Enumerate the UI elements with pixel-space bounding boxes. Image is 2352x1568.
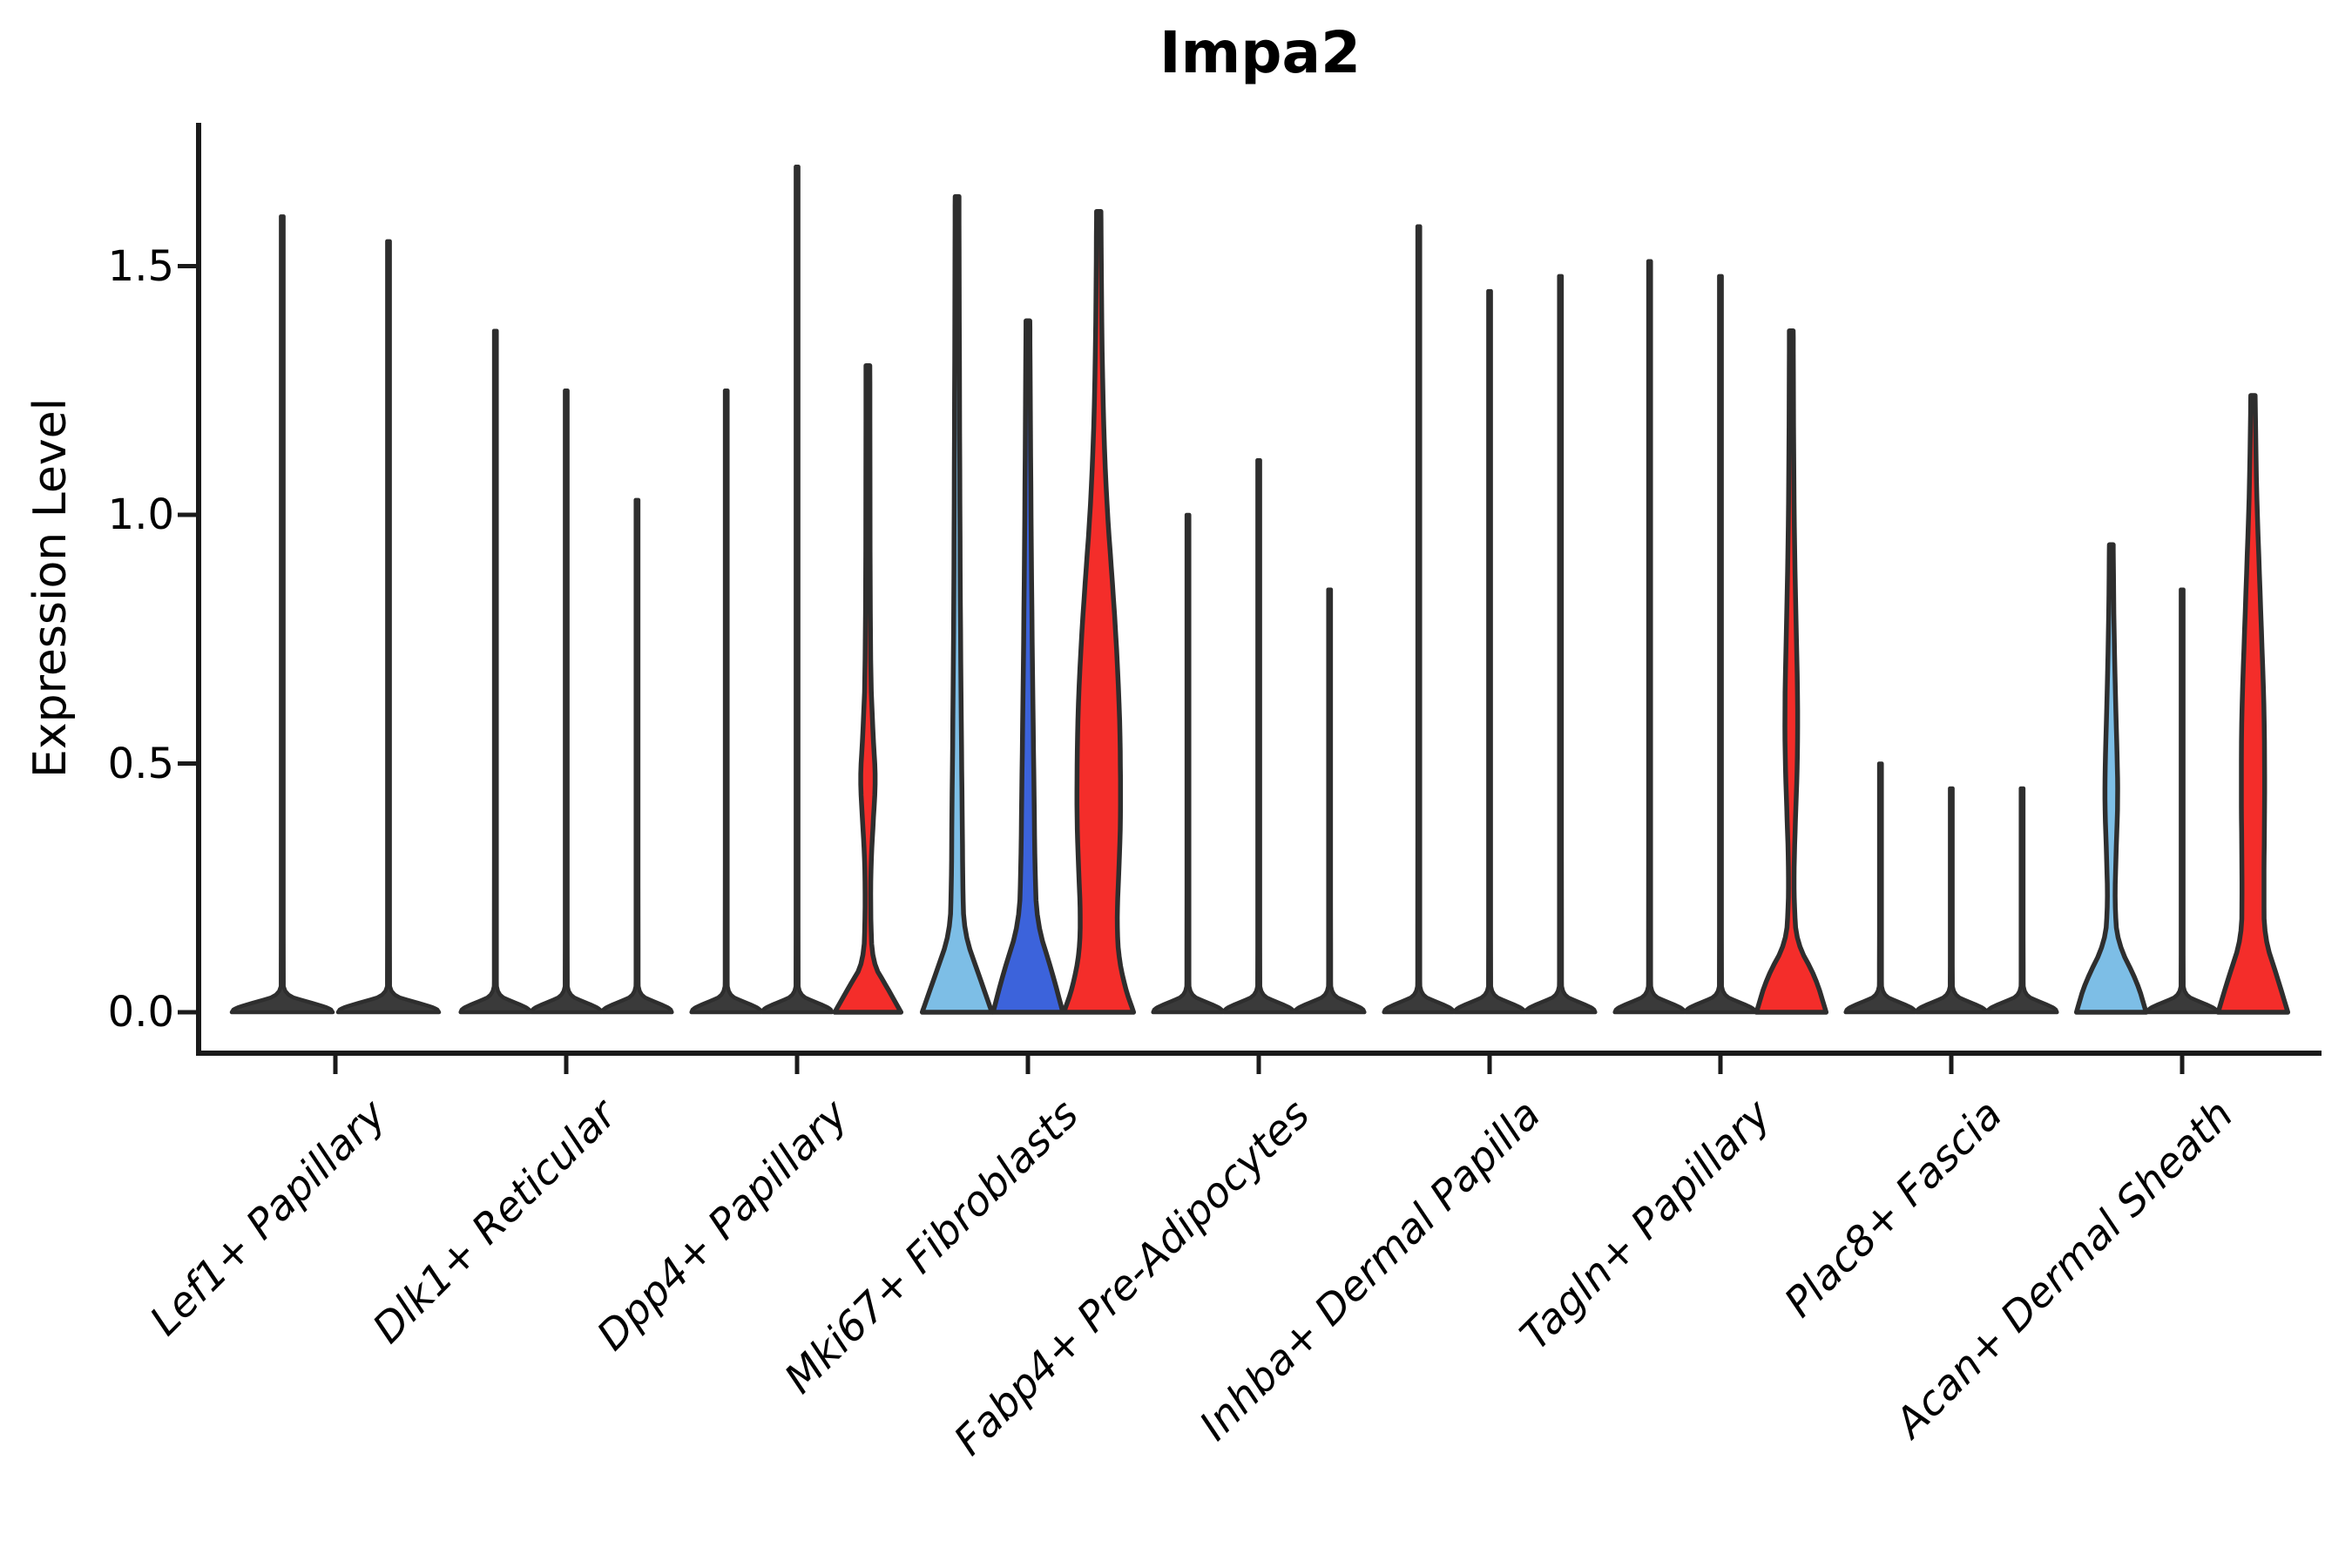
violin-dpp4-2 (832, 362, 904, 1015)
y-tick-label: 0.5 (107, 739, 174, 788)
violin-tagln-2 (1754, 328, 1829, 1015)
y-tick-label: 1.0 (107, 490, 174, 539)
violin-fabp4-1 (1221, 457, 1296, 1015)
violin-inhba-0 (1382, 224, 1456, 1015)
violin-mki67-0 (919, 193, 995, 1015)
violin-fabp4-2 (1293, 587, 1367, 1015)
y-tick-label: 0.0 (107, 988, 174, 1037)
chart-title: Impa2 (1159, 19, 1362, 86)
violin-fabp4-0 (1151, 512, 1225, 1015)
violin-acan-2 (2215, 393, 2291, 1015)
violin-inhba-2 (1524, 274, 1598, 1015)
violin-plac8-2 (1985, 786, 2059, 1015)
violin-dlk1-2 (600, 497, 674, 1015)
violin-acan-1 (2145, 587, 2220, 1015)
violin-tagln-1 (1683, 274, 1758, 1015)
violin-dpp4-1 (760, 165, 835, 1015)
violin-mki67-2 (1061, 208, 1137, 1015)
violin-dlk1-1 (529, 389, 604, 1015)
violin-lef1-0 (229, 214, 335, 1015)
violin-plac8-1 (1914, 786, 1989, 1015)
violin-acan-0 (2073, 542, 2149, 1015)
violin-tagln-0 (1612, 259, 1686, 1015)
violin-dlk1-0 (458, 328, 532, 1015)
violin-lef1-1 (335, 239, 442, 1015)
violin-dpp4-0 (689, 389, 763, 1015)
violin-inhba-1 (1452, 288, 1527, 1015)
violin-plac8-0 (1843, 761, 1917, 1015)
y-tick-label: 1.5 (107, 241, 174, 291)
violin-mki67-1 (990, 318, 1065, 1015)
